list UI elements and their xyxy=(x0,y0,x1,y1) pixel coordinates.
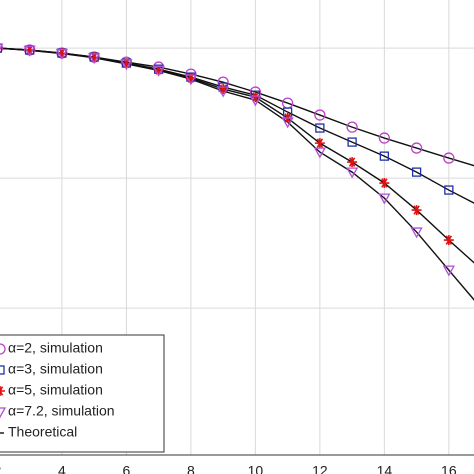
marker xyxy=(379,151,390,161)
marker xyxy=(410,227,423,239)
marker xyxy=(0,365,5,375)
marker xyxy=(218,84,229,95)
marker xyxy=(443,152,455,164)
marker xyxy=(410,142,423,154)
marker xyxy=(0,407,7,419)
marker xyxy=(0,343,6,355)
marker xyxy=(378,132,391,144)
legend-label: α=3, simulation xyxy=(8,361,103,377)
theory-line xyxy=(0,47,474,264)
marker xyxy=(281,117,294,129)
marker xyxy=(346,121,358,133)
marker xyxy=(56,48,67,59)
x-tick-label: 12 xyxy=(312,463,328,474)
marker xyxy=(444,185,454,195)
marker xyxy=(378,193,391,205)
marker xyxy=(120,59,133,71)
marker xyxy=(315,123,325,133)
marker xyxy=(347,157,358,168)
x-tick-label: 16 xyxy=(441,463,457,474)
marker xyxy=(313,147,326,159)
marker xyxy=(185,73,196,84)
marker xyxy=(442,265,455,277)
marker xyxy=(89,52,100,63)
marker xyxy=(379,178,390,189)
marker xyxy=(88,53,101,65)
marker xyxy=(23,45,36,57)
x-tick-label: 10 xyxy=(248,463,264,474)
theory-line xyxy=(0,47,474,204)
theory-line xyxy=(0,47,474,167)
marker xyxy=(153,64,164,75)
marker xyxy=(249,95,262,107)
marker xyxy=(152,65,165,77)
marker xyxy=(411,167,422,177)
marker xyxy=(184,74,197,86)
marker xyxy=(55,48,69,60)
legend: α=2, simulation α=3, simulation α=5, simul… xyxy=(0,334,165,453)
x-tick-label: 8 xyxy=(187,463,195,474)
legend-label: α=2, simulation xyxy=(8,340,103,356)
legend-box xyxy=(0,334,165,453)
marker xyxy=(250,92,261,103)
x-tick-label: 4 xyxy=(58,463,66,474)
plot-area xyxy=(0,43,474,301)
legend-label: Theoretical xyxy=(8,424,77,440)
marker xyxy=(443,235,454,246)
x-tick-label: 2 xyxy=(0,463,2,474)
marker xyxy=(121,58,132,69)
marker xyxy=(314,138,325,149)
marker xyxy=(347,137,357,147)
x-tick-label: 14 xyxy=(377,463,393,474)
x-tick-label: 6 xyxy=(123,463,131,474)
marker xyxy=(217,86,230,98)
marker xyxy=(346,167,359,179)
marker xyxy=(411,205,422,216)
legend-label: α=5, simulation xyxy=(8,382,103,398)
marker xyxy=(314,109,326,121)
theory-line xyxy=(0,47,474,301)
marker xyxy=(24,45,35,56)
legend-label: α=7.2, simulation xyxy=(8,403,115,419)
